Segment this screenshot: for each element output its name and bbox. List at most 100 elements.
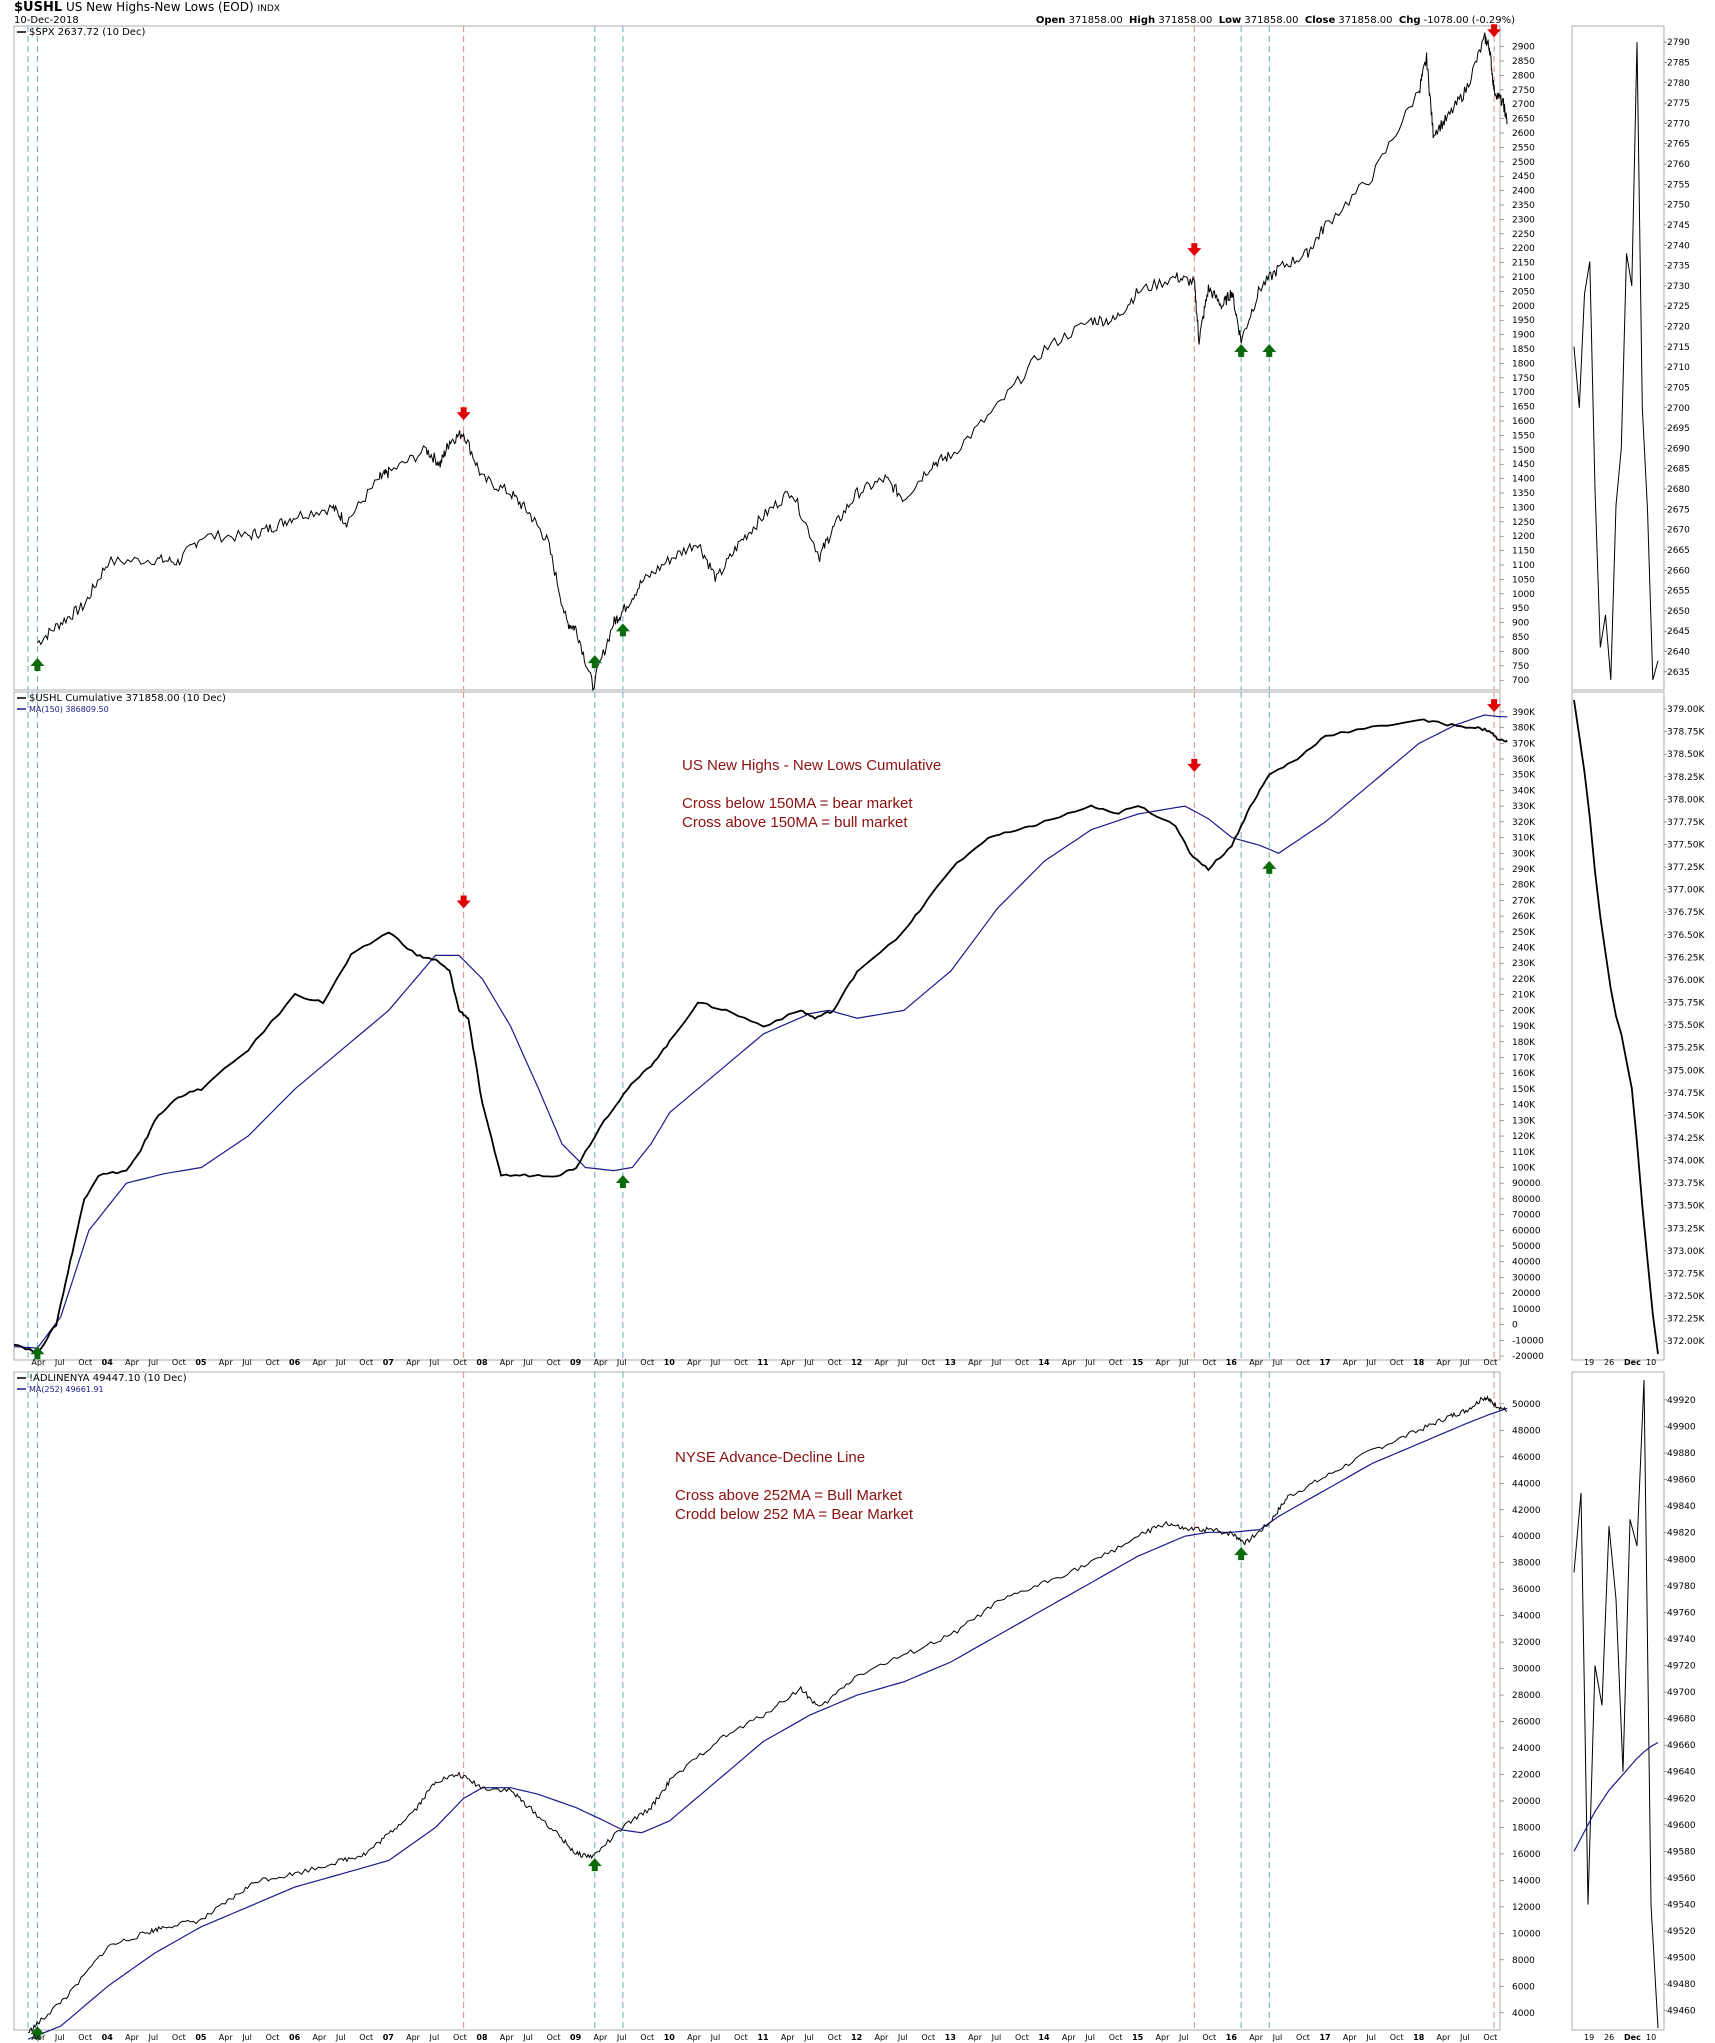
side-xtick-label-3-2: Dec bbox=[1624, 2033, 1641, 2042]
side-ma-line-3 bbox=[1573, 1741, 1659, 1852]
side-ytick-label-3-0: 49460 bbox=[1667, 2007, 1696, 2017]
ytick-label-1-43: 2850 bbox=[1512, 57, 1535, 67]
xtick-label-2-2: Oct bbox=[78, 2033, 92, 2042]
side-ytick-label-1-2: 2645 bbox=[1667, 627, 1690, 637]
ytick-label-3-8: 20000 bbox=[1512, 1797, 1541, 1807]
ytick-label-3-9: 22000 bbox=[1512, 1770, 1541, 1780]
xtick-label-2-38: Oct bbox=[921, 2033, 935, 2042]
xtick-label-2-58: Oct bbox=[1390, 2033, 1404, 2042]
xtick-label-1-22: Oct bbox=[547, 1358, 561, 1367]
open-value: 371858.00 bbox=[1068, 15, 1123, 26]
ytick-label-1-22: 1800 bbox=[1512, 359, 1535, 369]
ytick-label-2-36: 340K bbox=[1512, 786, 1536, 796]
annotation-ushl-line2 bbox=[682, 775, 941, 794]
xtick-label-1-5: Jul bbox=[148, 1358, 159, 1367]
xtick-label-2-48: Apr bbox=[1156, 2033, 1171, 2042]
ytick-label-2-17: 150K bbox=[1512, 1085, 1536, 1095]
side-ytick-label-3-7: 49600 bbox=[1667, 1821, 1696, 1831]
side-series-line-1 bbox=[1573, 42, 1659, 681]
ytick-label-1-37: 2550 bbox=[1512, 143, 1535, 153]
xtick-label-2-40: Apr bbox=[968, 2033, 983, 2042]
ytick-label-3-13: 30000 bbox=[1512, 1665, 1541, 1675]
up-arrow-1-4 bbox=[1262, 344, 1277, 358]
up-arrow-2-0 bbox=[30, 1346, 45, 1360]
side-ytick-label-1-29: 2780 bbox=[1667, 79, 1690, 89]
ytick-label-2-12: 100K bbox=[1512, 1163, 1536, 1173]
ytick-label-2-41: 390K bbox=[1512, 708, 1536, 718]
down-arrow-2-1 bbox=[1187, 758, 1202, 772]
ytick-label-1-19: 1650 bbox=[1512, 403, 1535, 413]
side-ytick-label-1-1: 2640 bbox=[1667, 648, 1690, 658]
xtick-label-2-52: Apr bbox=[1249, 2033, 1264, 2042]
ytick-label-1-24: 1900 bbox=[1512, 331, 1535, 341]
annotation-ushl-line3: Cross below 150MA = bear market bbox=[682, 795, 913, 812]
xtick-label-2-10: Oct bbox=[266, 2033, 280, 2042]
ytick-label-2-10: 80000 bbox=[1512, 1195, 1541, 1205]
xtick-label-2-54: Oct bbox=[1296, 2033, 1310, 2042]
xtick-label-2-31: 11 bbox=[757, 2033, 769, 2042]
series-line-2 bbox=[13, 718, 1508, 1353]
legend-p3b: MA(252) 49661.91 bbox=[29, 1385, 104, 1394]
xtick-label-1-37: Jul bbox=[897, 1358, 908, 1367]
ytick-label-1-4: 900 bbox=[1512, 619, 1529, 629]
ytick-label-1-40: 2700 bbox=[1512, 100, 1535, 110]
ytick-label-2-3: 10000 bbox=[1512, 1305, 1541, 1315]
down-arrow-1-0 bbox=[456, 407, 471, 421]
xtick-label-1-45: Jul bbox=[1084, 1358, 1095, 1367]
series-line-1 bbox=[37, 32, 1508, 692]
xtick-label-2-20: Apr bbox=[500, 2033, 515, 2042]
symbol: $USHL bbox=[14, 0, 63, 15]
low-value: 371858.00 bbox=[1244, 15, 1299, 26]
ytick-label-2-6: 40000 bbox=[1512, 1258, 1541, 1268]
xtick-label-1-24: Apr bbox=[593, 1358, 608, 1367]
down-arrow-1-2 bbox=[1487, 24, 1502, 38]
ytick-label-3-10: 24000 bbox=[1512, 1744, 1541, 1754]
xtick-label-1-29: Jul bbox=[710, 1358, 721, 1367]
ytick-label-2-21: 190K bbox=[1512, 1022, 1536, 1032]
side-ytick-label-1-28: 2775 bbox=[1667, 99, 1690, 109]
xtick-label-2-26: Oct bbox=[640, 2033, 654, 2042]
side-ytick-label-3-8: 49620 bbox=[1667, 1794, 1696, 1804]
xtick-label-1-12: Apr bbox=[312, 1358, 327, 1367]
xtick-label-1-60: Apr bbox=[1437, 1358, 1452, 1367]
xtick-label-2-61: Jul bbox=[1459, 2033, 1470, 2042]
side-ytick-label-3-22: 49900 bbox=[1667, 1422, 1696, 1432]
ytick-label-3-16: 36000 bbox=[1512, 1585, 1541, 1595]
side-ytick-label-3-23: 49920 bbox=[1667, 1396, 1696, 1406]
ytick-label-1-17: 1550 bbox=[1512, 431, 1535, 441]
xtick-label-1-7: 05 bbox=[195, 1358, 207, 1367]
xtick-label-1-42: Oct bbox=[1015, 1358, 1029, 1367]
ytick-label-1-20: 1700 bbox=[1512, 388, 1535, 398]
ytick-label-1-29: 2150 bbox=[1512, 259, 1535, 269]
high-value: 371858.00 bbox=[1158, 15, 1213, 26]
side-ytick-label-1-11: 2690 bbox=[1667, 444, 1690, 454]
side-ytick-label-2-15: 375.75K bbox=[1667, 999, 1705, 1009]
side-ytick-label-2-28: 379.00K bbox=[1667, 705, 1705, 715]
ytick-label-1-9: 1150 bbox=[1512, 547, 1535, 557]
xtick-label-1-59: 18 bbox=[1413, 1358, 1425, 1367]
symbol-name: US New Highs-New Lows (EOD) bbox=[65, 0, 254, 14]
side-ytick-label-2-4: 373.00K bbox=[1667, 1247, 1705, 1257]
side-ytick-label-2-7: 373.75K bbox=[1667, 1179, 1705, 1189]
xtick-label-1-20: Apr bbox=[500, 1358, 515, 1367]
xtick-label-2-43: 14 bbox=[1038, 2033, 1050, 2042]
annotation-ushl: US New Highs - New Lows Cumulative Cross… bbox=[682, 756, 941, 832]
ytick-label-2-24: 220K bbox=[1512, 975, 1536, 985]
legend-p2a: $USHL Cumulative 371858.00 (10 Dec) bbox=[29, 693, 226, 704]
xtick-label-2-16: Apr bbox=[406, 2033, 421, 2042]
ytick-label-3-20: 44000 bbox=[1512, 1479, 1541, 1489]
xtick-label-1-57: Jul bbox=[1365, 1358, 1376, 1367]
close-value: 371858.00 bbox=[1338, 15, 1393, 26]
ytick-label-2-25: 230K bbox=[1512, 959, 1536, 969]
side-ytick-label-3-21: 49880 bbox=[1667, 1449, 1696, 1459]
ytick-label-2-1: -10000 bbox=[1512, 1336, 1544, 1346]
xtick-label-1-21: Jul bbox=[522, 1358, 533, 1367]
ytick-label-2-2: 0 bbox=[1512, 1321, 1518, 1331]
ytick-label-1-1: 750 bbox=[1512, 662, 1529, 672]
ytick-label-1-8: 1100 bbox=[1512, 561, 1535, 571]
xtick-label-1-32: Apr bbox=[781, 1358, 796, 1367]
xtick-label-2-56: Apr bbox=[1343, 2033, 1358, 2042]
xtick-label-2-17: Jul bbox=[429, 2033, 440, 2042]
up-arrow-1-2 bbox=[615, 623, 630, 637]
